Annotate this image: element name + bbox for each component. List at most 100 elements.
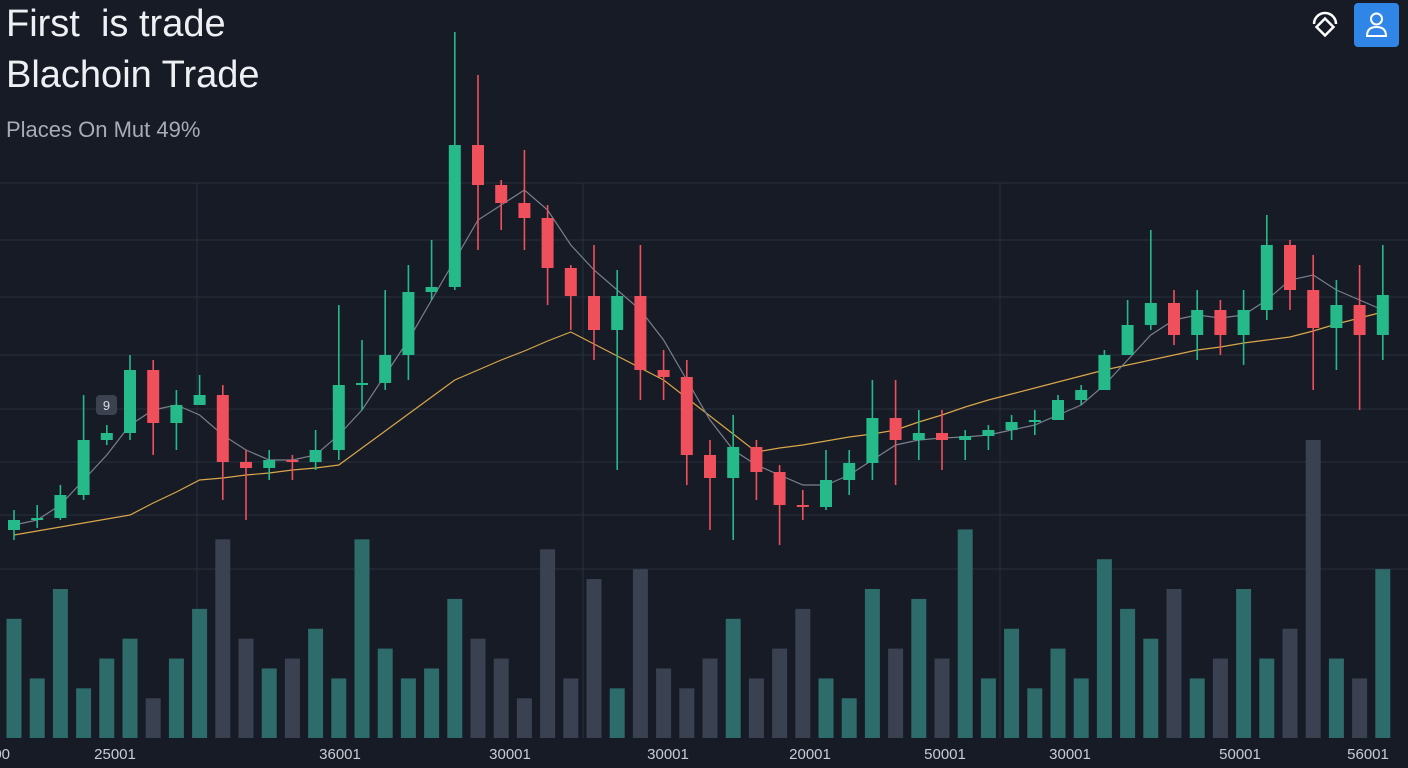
volume-bar [470, 638, 486, 738]
volume-bar [1143, 638, 1159, 738]
candle-body [750, 447, 763, 472]
candle-body [8, 520, 20, 530]
candle-body [77, 440, 90, 495]
user-button[interactable] [1354, 3, 1399, 47]
candle-body [1330, 305, 1343, 328]
candle-body [657, 370, 670, 377]
volume-bar [795, 608, 811, 738]
volume-bar [1189, 678, 1205, 738]
volume-bar [1282, 628, 1298, 738]
candle-body [936, 433, 948, 440]
alert-icon[interactable] [1312, 11, 1338, 38]
x-tick-label: 20001 [789, 746, 831, 763]
candle-body [541, 218, 554, 268]
badge-label: 9 [103, 398, 110, 413]
volume-bar [609, 688, 625, 738]
volume-bar [6, 618, 22, 738]
volume-bar [516, 698, 532, 738]
candle-body [124, 370, 136, 433]
volume-bar [238, 638, 254, 738]
x-tick-label: 36001 [319, 746, 361, 763]
candle-body [1191, 310, 1204, 335]
candle-body [425, 287, 438, 292]
candles [8, 32, 1389, 545]
volume-bar [1027, 688, 1043, 738]
volume-bar [354, 539, 370, 738]
candle-body [240, 462, 252, 468]
candle-body [1028, 420, 1041, 422]
volume-bar [1073, 678, 1089, 738]
candle-body [216, 395, 229, 462]
candle-body [1098, 355, 1111, 390]
x-tick-label: 56001 [1347, 746, 1389, 763]
candle-body [1214, 310, 1227, 335]
candle-body [680, 377, 693, 455]
candle-body [402, 292, 415, 355]
volume-bar [1305, 440, 1321, 738]
chart-subtitle: Blachoin Trade [6, 54, 260, 96]
candle-body [727, 447, 740, 478]
candle-body [31, 518, 44, 520]
volume-bar [632, 569, 648, 738]
candle-body [1121, 325, 1134, 355]
volume-bar [52, 589, 68, 738]
volume-bar [563, 678, 579, 738]
candle-body [982, 430, 995, 436]
volume-bar [772, 648, 788, 738]
candle-body [356, 383, 368, 385]
candle-body [332, 385, 345, 450]
volume-bar [29, 678, 45, 738]
volume-bar [168, 658, 184, 738]
volume-bar [447, 598, 463, 738]
candle-body [1237, 310, 1250, 335]
x-tick-label: 50001 [1219, 746, 1261, 763]
volume-bar [192, 608, 208, 738]
candle-body [820, 480, 832, 507]
x-tick-label: 50001 [924, 746, 966, 763]
candle-body [170, 405, 183, 423]
volume-bar [308, 628, 324, 738]
volume-bar [1096, 559, 1112, 738]
volume-bar [261, 668, 277, 738]
caption: Places On Mut 49% [6, 117, 200, 142]
x-tick-label: 30001 [647, 746, 689, 763]
volume-bar [145, 698, 161, 738]
volume-bar [1166, 589, 1182, 738]
candle-body [611, 296, 624, 330]
candle-body [495, 185, 508, 203]
volume-bar [76, 688, 92, 738]
candle-body [866, 418, 879, 463]
volume-bar [493, 658, 509, 738]
x-tick-label: 00 [0, 746, 10, 763]
candle-body [1353, 305, 1366, 335]
candle-body [100, 433, 113, 440]
x-tick-label: 30001 [489, 746, 531, 763]
volume-bar [1375, 569, 1391, 738]
candle-body [959, 436, 972, 440]
volume-bar [864, 589, 880, 738]
volume-bar [99, 658, 115, 738]
candle-body [1075, 390, 1088, 400]
x-axis: 00 25001 36001 30001 30001 20001 50001 30001 500… [0, 746, 1389, 763]
candle-body [286, 460, 299, 462]
candle-body [1284, 245, 1296, 290]
volume-bar [1004, 628, 1020, 738]
volume-bar [400, 678, 416, 738]
candle-body [1260, 245, 1273, 310]
candle-body [1144, 303, 1157, 325]
candle-body [448, 145, 461, 287]
volume-bar [748, 678, 764, 738]
candle-body [843, 463, 856, 480]
x-tick-label: 30001 [1049, 746, 1091, 763]
candle-body [518, 203, 531, 218]
volume-bar [215, 539, 231, 738]
volume-bar [980, 678, 996, 738]
volume-bar [122, 638, 138, 738]
candle-body [1052, 400, 1064, 420]
moving-averages [13, 189, 1384, 536]
candle-body [1307, 290, 1320, 328]
volume-bar [841, 698, 857, 738]
candle-body [309, 450, 322, 462]
volume-bar [888, 648, 904, 738]
